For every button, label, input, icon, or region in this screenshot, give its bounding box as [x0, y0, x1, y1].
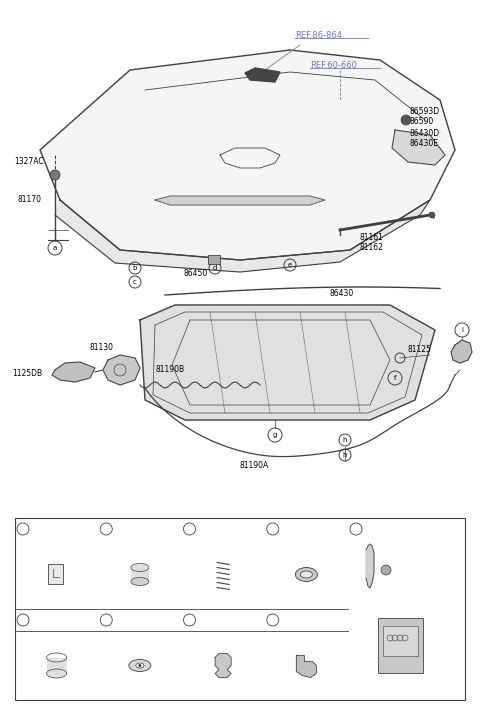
Text: 81190B: 81190B — [155, 366, 184, 374]
Text: 81180: 81180 — [363, 625, 385, 631]
Text: b: b — [133, 265, 137, 271]
Polygon shape — [40, 50, 455, 260]
Polygon shape — [366, 544, 374, 588]
Text: 1327AC: 1327AC — [14, 157, 44, 167]
Bar — [131, 567, 149, 581]
Text: 86450: 86450 — [183, 269, 207, 277]
Text: i: i — [461, 327, 463, 333]
Text: 1243BD: 1243BD — [377, 550, 405, 556]
Text: 81180E: 81180E — [390, 563, 417, 569]
Text: 86430D: 86430D — [410, 128, 440, 138]
Polygon shape — [451, 340, 472, 363]
Text: 81738A: 81738A — [199, 525, 228, 533]
Ellipse shape — [136, 663, 144, 668]
Text: f: f — [394, 375, 396, 381]
Text: g: g — [187, 617, 192, 623]
Text: 86430: 86430 — [330, 289, 354, 298]
Text: 81130: 81130 — [90, 342, 114, 352]
Text: g: g — [273, 432, 277, 438]
Text: 82191: 82191 — [115, 525, 139, 533]
FancyBboxPatch shape — [48, 564, 62, 584]
Polygon shape — [392, 130, 445, 165]
Text: REF.86-864: REF.86-864 — [295, 30, 342, 40]
Polygon shape — [215, 654, 231, 678]
Text: e: e — [21, 617, 25, 623]
Polygon shape — [55, 200, 430, 272]
Text: a: a — [53, 245, 57, 251]
Text: h: h — [271, 617, 275, 623]
Text: 81170: 81170 — [18, 196, 42, 204]
Polygon shape — [155, 196, 325, 205]
Text: 81174: 81174 — [32, 525, 56, 533]
Polygon shape — [103, 355, 140, 385]
Text: a: a — [21, 526, 25, 532]
Text: 81190A: 81190A — [240, 461, 269, 469]
Text: h: h — [343, 452, 347, 458]
Text: 98662B: 98662B — [199, 615, 228, 625]
Text: 81126: 81126 — [115, 615, 139, 625]
Text: c: c — [188, 526, 192, 532]
Text: REF.60-660: REF.60-660 — [310, 60, 357, 69]
Bar — [383, 626, 418, 656]
Text: 81162: 81162 — [360, 243, 384, 252]
Bar — [47, 657, 67, 674]
Polygon shape — [245, 68, 280, 82]
Text: 86590: 86590 — [410, 118, 434, 126]
Ellipse shape — [295, 567, 317, 581]
Circle shape — [429, 212, 435, 218]
Text: 82191: 82191 — [32, 615, 56, 625]
Text: i: i — [355, 526, 357, 532]
Ellipse shape — [129, 659, 151, 671]
Ellipse shape — [131, 578, 149, 586]
Text: h: h — [343, 437, 347, 443]
Circle shape — [401, 115, 411, 125]
Polygon shape — [296, 656, 316, 678]
Bar — [208, 255, 220, 264]
Text: 81125: 81125 — [408, 345, 432, 354]
Text: 81385B: 81385B — [386, 685, 413, 691]
Text: 1125DB: 1125DB — [12, 369, 42, 377]
Polygon shape — [52, 362, 95, 382]
Polygon shape — [140, 305, 435, 420]
Ellipse shape — [300, 571, 312, 578]
Text: c: c — [133, 279, 137, 285]
Circle shape — [381, 565, 391, 575]
Text: 81161: 81161 — [360, 233, 384, 242]
Text: b: b — [104, 526, 108, 532]
Circle shape — [138, 664, 142, 667]
Text: d: d — [213, 265, 217, 271]
Text: d: d — [271, 526, 275, 532]
Bar — [378, 618, 423, 673]
Text: 1243FC: 1243FC — [377, 540, 404, 546]
Text: 86430E: 86430E — [410, 138, 439, 147]
Ellipse shape — [131, 564, 149, 571]
Bar — [15, 518, 465, 700]
Circle shape — [50, 170, 60, 180]
Text: e: e — [288, 262, 292, 268]
Text: 86593D: 86593D — [410, 108, 440, 116]
Text: 1731JC: 1731JC — [282, 525, 309, 533]
Ellipse shape — [47, 669, 67, 678]
Text: 81199: 81199 — [282, 615, 306, 625]
Text: f: f — [105, 617, 108, 623]
